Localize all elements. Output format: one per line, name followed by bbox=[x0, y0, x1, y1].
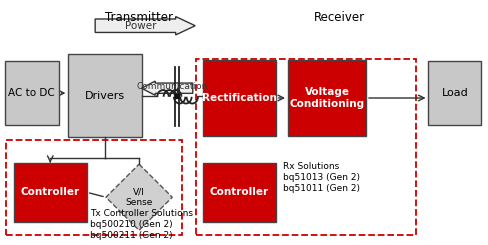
Bar bbox=[196, 59, 416, 235]
Bar bbox=[68, 54, 142, 137]
Text: Transmitter: Transmitter bbox=[105, 11, 173, 24]
Bar bbox=[428, 61, 481, 125]
FancyArrow shape bbox=[142, 81, 193, 95]
Text: Voltage
Conditioning: Voltage Conditioning bbox=[289, 87, 365, 109]
Text: Power: Power bbox=[124, 21, 156, 31]
Bar bbox=[288, 60, 366, 136]
Text: Controller: Controller bbox=[20, 187, 80, 197]
Polygon shape bbox=[106, 164, 172, 230]
Text: Rectification: Rectification bbox=[202, 93, 277, 103]
Bar bbox=[6, 140, 182, 235]
Text: Rx Solutions
bq51013 (Gen 2)
bq51011 (Gen 2): Rx Solutions bq51013 (Gen 2) bq51011 (Ge… bbox=[283, 162, 360, 193]
Bar bbox=[14, 163, 87, 222]
Text: Drivers: Drivers bbox=[85, 91, 125, 100]
FancyArrow shape bbox=[95, 17, 195, 35]
Text: Controller: Controller bbox=[209, 187, 269, 197]
Text: Tx Controller Solutions
bq500210 (Gen 2)
bq500211 (Gen 2): Tx Controller Solutions bq500210 (Gen 2)… bbox=[90, 209, 193, 240]
Text: AC to DC: AC to DC bbox=[8, 88, 55, 98]
Text: Load: Load bbox=[442, 88, 468, 98]
Text: Receiver: Receiver bbox=[314, 11, 365, 24]
Bar bbox=[203, 163, 276, 222]
Bar bbox=[203, 60, 276, 136]
Text: Communication: Communication bbox=[136, 82, 207, 91]
Bar bbox=[5, 61, 59, 125]
Text: V/I
Sense: V/I Sense bbox=[125, 187, 153, 207]
